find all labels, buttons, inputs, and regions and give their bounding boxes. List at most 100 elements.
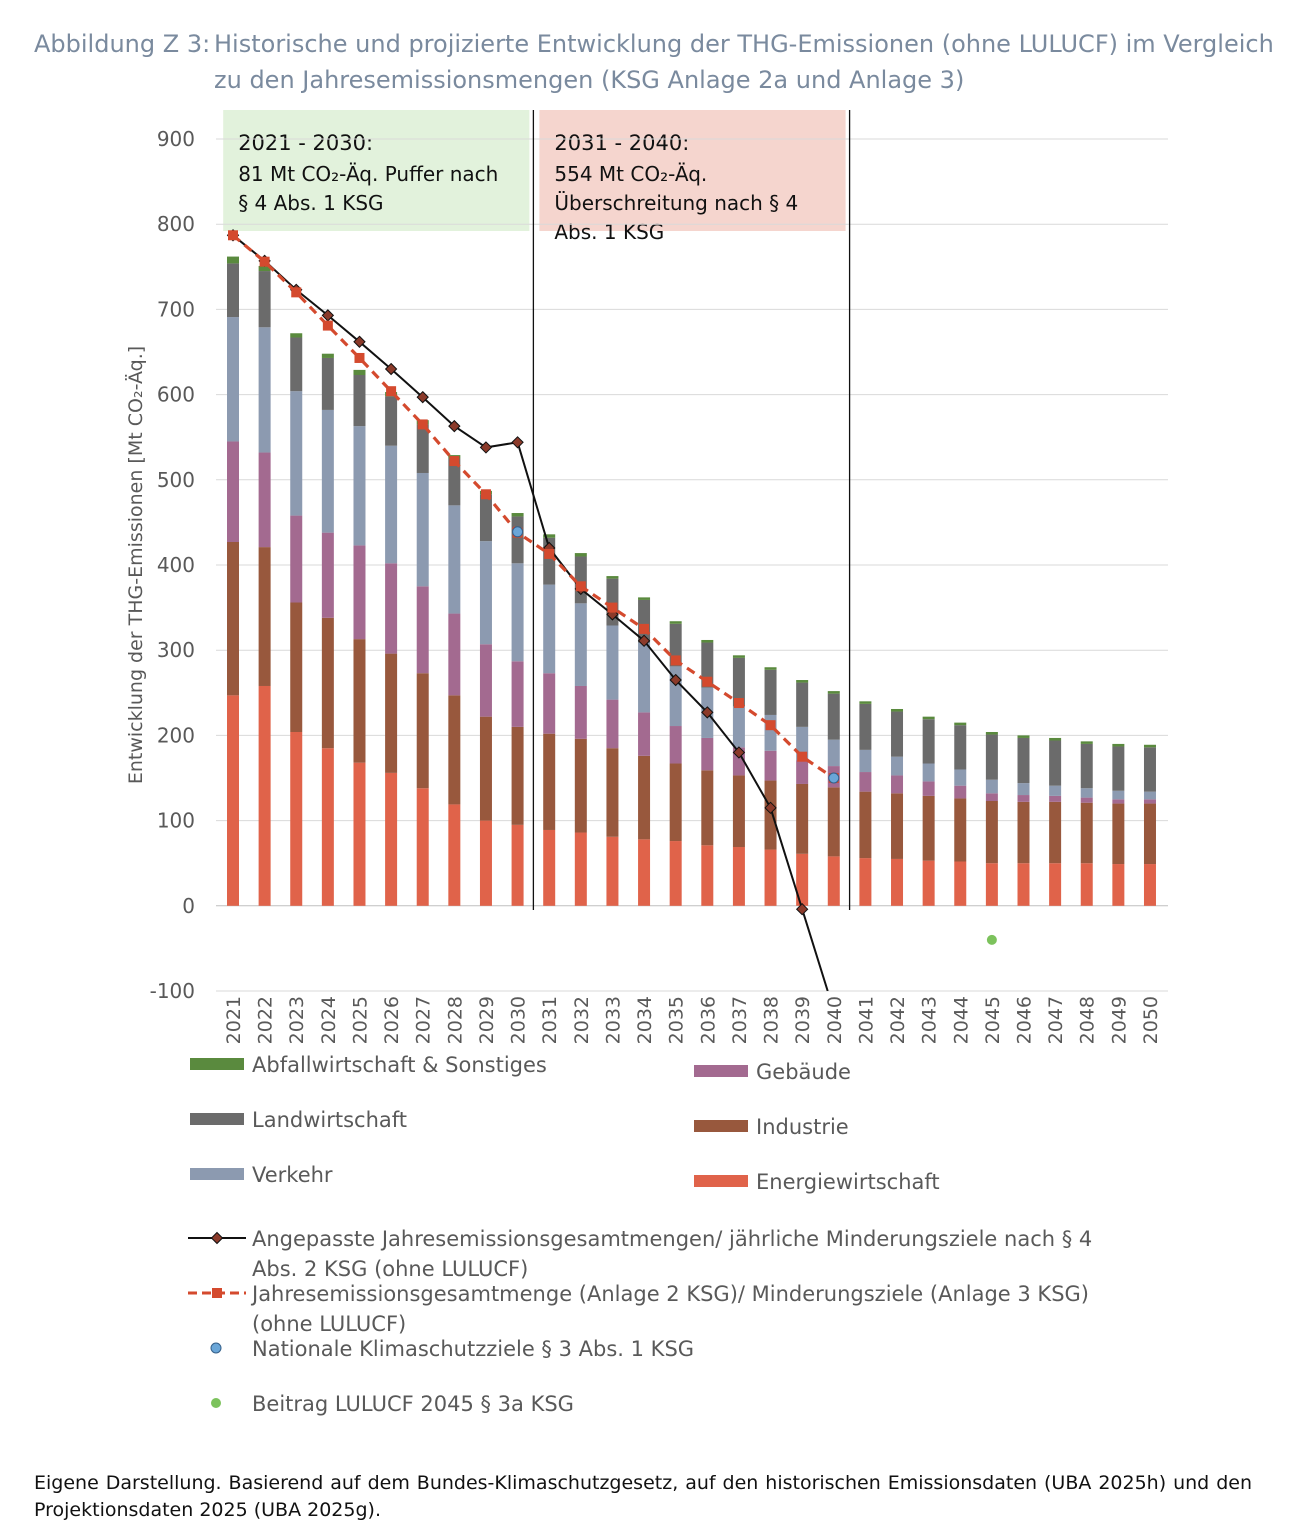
bar-segment bbox=[701, 845, 714, 906]
bar-segment bbox=[1080, 743, 1093, 789]
bar-segment bbox=[1112, 864, 1125, 906]
bar-segment bbox=[321, 532, 334, 618]
bar-segment bbox=[796, 853, 809, 906]
y-tick-label: 600 bbox=[157, 383, 195, 407]
bar-segment bbox=[448, 613, 461, 696]
line-marker bbox=[291, 287, 302, 298]
legend-swatch bbox=[190, 1058, 244, 1070]
legend-swatch bbox=[190, 1113, 244, 1125]
legend-label: Nationale Klimaschutzziele § 3 Abs. 1 KS… bbox=[252, 1337, 694, 1361]
legend-item: Nationale Klimaschutzziele § 3 Abs. 1 KS… bbox=[210, 1337, 694, 1361]
bar-segment bbox=[638, 597, 651, 600]
legend-label: Industrie bbox=[756, 1115, 849, 1139]
bar-segment bbox=[954, 785, 967, 799]
bar-segment bbox=[511, 824, 524, 906]
bar-segment bbox=[290, 731, 303, 906]
period-text-line: 554 Mt CO₂-Äq. bbox=[554, 162, 707, 186]
bar-segment bbox=[1017, 737, 1030, 784]
bar-segment bbox=[764, 750, 777, 781]
bar-segment bbox=[891, 756, 904, 776]
bar-segment bbox=[290, 515, 303, 603]
bar-segment bbox=[922, 716, 935, 720]
bar-segment bbox=[922, 763, 935, 782]
bar-segment bbox=[448, 804, 461, 906]
bar-segment bbox=[827, 856, 840, 906]
x-tick-label: 2047 bbox=[1045, 996, 1067, 1044]
line-marker bbox=[228, 230, 238, 241]
bar-segment bbox=[859, 772, 872, 792]
bar-segment bbox=[353, 426, 366, 546]
bar-segment bbox=[321, 353, 334, 358]
bar-segment bbox=[543, 584, 556, 674]
bar-segment bbox=[606, 836, 619, 906]
legend-label: Energiewirtschaft bbox=[756, 1170, 940, 1194]
line-marker bbox=[639, 623, 650, 634]
bar-segment bbox=[1143, 747, 1156, 792]
line-marker bbox=[416, 390, 429, 404]
bar-segment bbox=[701, 770, 714, 846]
line-marker bbox=[449, 456, 460, 467]
bar-segment bbox=[796, 760, 809, 784]
period-background bbox=[539, 110, 846, 231]
y-tick-label: 700 bbox=[157, 297, 195, 321]
bar-segment bbox=[385, 445, 398, 564]
x-tick-label: 2024 bbox=[318, 996, 340, 1044]
bar-segment bbox=[511, 513, 524, 517]
legend-item: Verkehr bbox=[190, 1163, 333, 1187]
bar-segment bbox=[321, 748, 334, 906]
bar-segment bbox=[258, 685, 271, 906]
line-marker bbox=[259, 256, 270, 267]
bar-segment bbox=[290, 391, 303, 516]
bar-segment bbox=[290, 333, 303, 338]
line-marker bbox=[764, 801, 777, 815]
bar-segment bbox=[764, 667, 777, 670]
y-tick-label: 200 bbox=[157, 723, 195, 747]
bar-segment bbox=[1080, 797, 1093, 803]
bar-segment bbox=[638, 712, 651, 756]
bar-segment bbox=[353, 762, 366, 906]
bar-segment bbox=[701, 639, 714, 643]
period-background bbox=[223, 110, 530, 231]
x-tick-label: 2033 bbox=[602, 996, 624, 1044]
bar-segment bbox=[353, 545, 366, 640]
x-tick-label: 2031 bbox=[539, 996, 561, 1044]
bar-segment bbox=[1049, 863, 1062, 906]
line-marker bbox=[386, 386, 397, 397]
period-text-line: § 4 Abs. 1 KSG bbox=[238, 191, 383, 215]
bar-segment bbox=[227, 441, 239, 542]
bar-segment bbox=[669, 841, 682, 906]
legend-label: Angepasste Jahresemissionsgesamtmengen/ … bbox=[252, 1227, 1092, 1251]
bar-segment bbox=[1112, 746, 1125, 791]
period-text-line: 81 Mt CO₂-Äq. Puffer nach bbox=[238, 162, 498, 186]
bar-segment bbox=[891, 708, 904, 712]
bar-segment bbox=[543, 673, 556, 734]
bar-segment bbox=[385, 396, 398, 446]
bar-segment bbox=[479, 541, 492, 645]
line-path bbox=[232, 234, 829, 991]
x-tick-label: 2028 bbox=[444, 996, 466, 1044]
bar-segment bbox=[985, 779, 998, 794]
x-tick-label: 2046 bbox=[1014, 996, 1036, 1044]
caption-title: Historische und projizierte Entwicklung … bbox=[214, 30, 1274, 94]
legend-label: Verkehr bbox=[252, 1163, 333, 1187]
bar-segment bbox=[227, 263, 239, 318]
bar-segment bbox=[701, 642, 714, 688]
bar-segment bbox=[448, 695, 461, 805]
bar-segment bbox=[606, 576, 619, 579]
x-tick-label: 2027 bbox=[413, 996, 435, 1044]
bar-segment bbox=[891, 793, 904, 859]
period-text-line: Überschreitung nach § 4 bbox=[554, 191, 798, 215]
bar-segment bbox=[796, 680, 809, 683]
line-marker bbox=[733, 698, 744, 709]
bar-segment bbox=[1080, 802, 1093, 864]
bar-segment bbox=[1112, 743, 1125, 747]
bar-segment bbox=[258, 265, 271, 272]
bar-segment bbox=[985, 863, 998, 906]
target-point bbox=[828, 772, 840, 784]
bar-segment bbox=[638, 839, 651, 906]
legend-label: Jahresemissionsgesamtmenge (Anlage 2 KSG… bbox=[250, 1282, 1089, 1306]
bar-segment bbox=[385, 653, 398, 773]
bar-segment bbox=[385, 772, 398, 906]
bar-segment bbox=[606, 625, 619, 700]
bar-segment bbox=[258, 452, 271, 548]
